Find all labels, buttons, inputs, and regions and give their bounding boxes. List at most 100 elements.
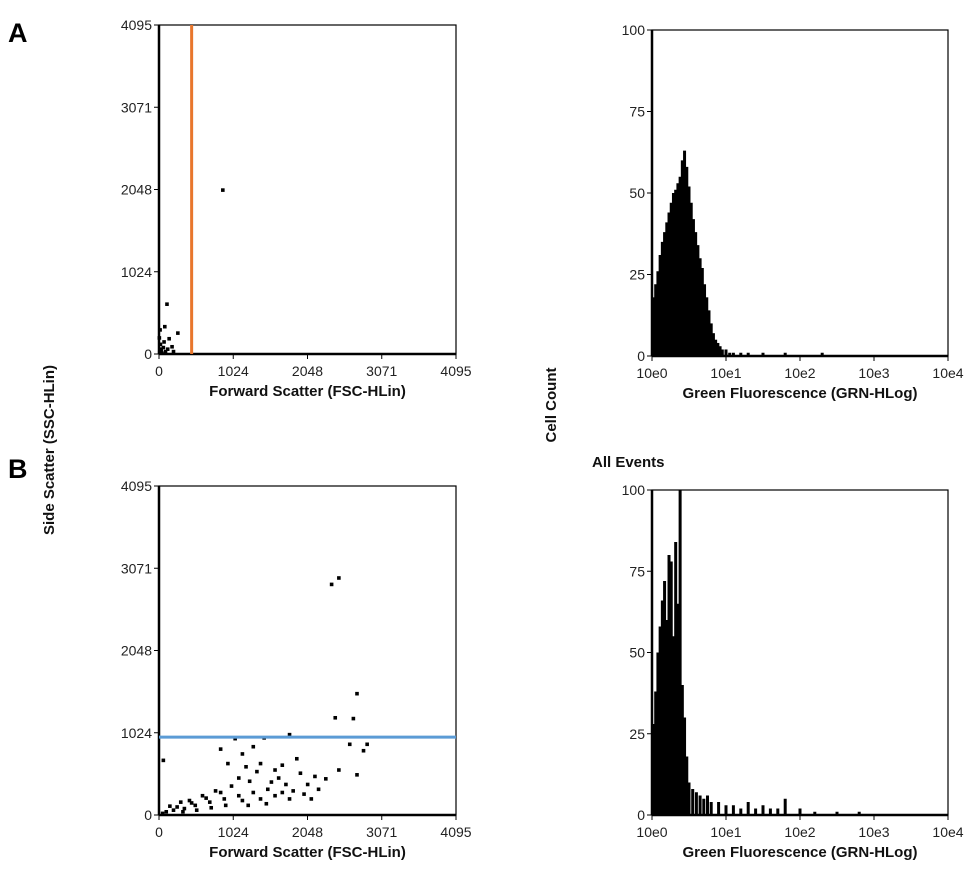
scatter-point [182,806,187,811]
scatter-point [189,801,194,805]
scatter-point [218,790,223,795]
y-tick-label: 25 [629,726,645,742]
scatter-point [187,798,192,803]
scatter-point [226,761,230,766]
y-tick-label: 0 [637,807,645,823]
scatter-point [193,803,198,808]
scatter-point [298,771,303,776]
scatter-point [207,800,212,804]
y-tick-label: 100 [622,22,646,38]
x-tick-label: 3071 [366,363,397,379]
scatter-point [324,777,328,781]
chart-title-b-hist: All Events [592,454,665,471]
chart-B-scatter: 0 1024 2048 3071 4095 0 1024 2048 3071 4095 Forwar… [121,478,472,861]
y-tick-label: 100 [622,482,646,498]
y-tick-label: 3071 [121,99,152,115]
scatter-point [333,715,338,720]
x-tick-label: 10e2 [784,824,815,840]
scatter-point [160,811,165,816]
y-tick-label: 2048 [121,182,152,198]
scatter-point [265,787,270,792]
scatter-point [157,350,162,355]
x-tick-label: 4095 [440,363,471,379]
x-tick-label: 10e4 [932,365,963,381]
x-tick-label: 1024 [218,824,249,840]
y-tick-label: 0 [144,807,152,823]
scatter-point [159,347,163,351]
scatter-point [181,809,185,814]
x-tick-label: 10e3 [858,824,889,840]
scatter-point [355,691,359,696]
chart-A-scatter: 0 1024 2048 3071 4095 0 1024 2048 3071 4095 Forwar… [121,17,472,400]
y-tick-label: 75 [629,104,645,120]
scatter-point [236,793,241,798]
scatter-point [361,748,366,753]
y-tick-label: 25 [629,267,645,283]
x-tick-label: 10e4 [932,824,963,840]
scatter-point [168,804,172,808]
scatter-point [258,761,263,766]
scatter-point [329,582,334,587]
x-tick-label: 1024 [218,363,249,379]
shared-ylabel-scatter: Side Scatter (SSC-HLin) [41,365,58,535]
scatter-point [291,789,295,793]
scatter-point [163,349,168,354]
panel-label-a: A [8,18,28,48]
x-tick-label: 0 [155,824,163,840]
scatter-point [171,808,176,812]
scatter-point [337,768,341,772]
scatter-point [161,758,166,763]
scatter-point [164,809,169,814]
x-axis-label: Green Fluorescence (GRN-HLog) [682,844,917,861]
x-tick-label: 3071 [366,824,397,840]
scatter-point [161,345,166,350]
scatter-point [240,798,245,803]
scatter-point [178,800,183,804]
scatter-point [165,302,169,306]
x-tick-label: 10e1 [710,824,741,840]
scatter-point [305,782,310,787]
plot-frame [651,489,949,816]
scatter-point [167,336,171,341]
y-tick-label: 0 [144,346,152,362]
scatter-point [302,792,306,796]
panel-label-b: B [8,454,28,484]
scatter-point [309,797,314,801]
x-tick-label: 10e1 [710,365,741,381]
y-tick-label: 4095 [121,478,152,494]
scatter-point [337,576,341,580]
x-axis-label: Forward Scatter (FSC-HLin) [209,383,406,400]
plot-frame [158,24,457,355]
scatter-point [204,796,208,800]
x-tick-label: 10e2 [784,365,815,381]
scatter-point [194,808,199,812]
shared-ylabel-hist: Cell Count [543,368,560,443]
y-tick-label: 2048 [121,643,152,659]
scatter-point [244,764,248,769]
scatter-point [171,349,176,354]
plot-frame [158,485,457,816]
scatter-point [276,776,281,780]
scatter-point [221,188,225,192]
x-tick-label: 2048 [292,363,323,379]
scatter-point [158,342,163,347]
scatter-point [213,789,218,793]
scatter-point [351,716,356,721]
scatter-point [247,779,252,784]
scatter-point [284,782,288,787]
scatter-point [236,776,241,780]
x-tick-label: 10e0 [636,365,667,381]
y-tick-label: 50 [629,185,645,201]
scatter-point [280,790,285,795]
scatter-point [223,803,228,808]
scatter-point [175,805,179,809]
x-tick-label: 4095 [440,824,471,840]
scatter-point [229,784,234,788]
y-tick-label: 1024 [121,725,152,741]
scatter-point [176,331,180,335]
y-tick-label: 4095 [121,17,152,33]
scatter-point [287,732,292,737]
scatter-point [273,793,277,798]
y-tick-label: 0 [637,348,645,364]
scatter-point [269,780,274,784]
